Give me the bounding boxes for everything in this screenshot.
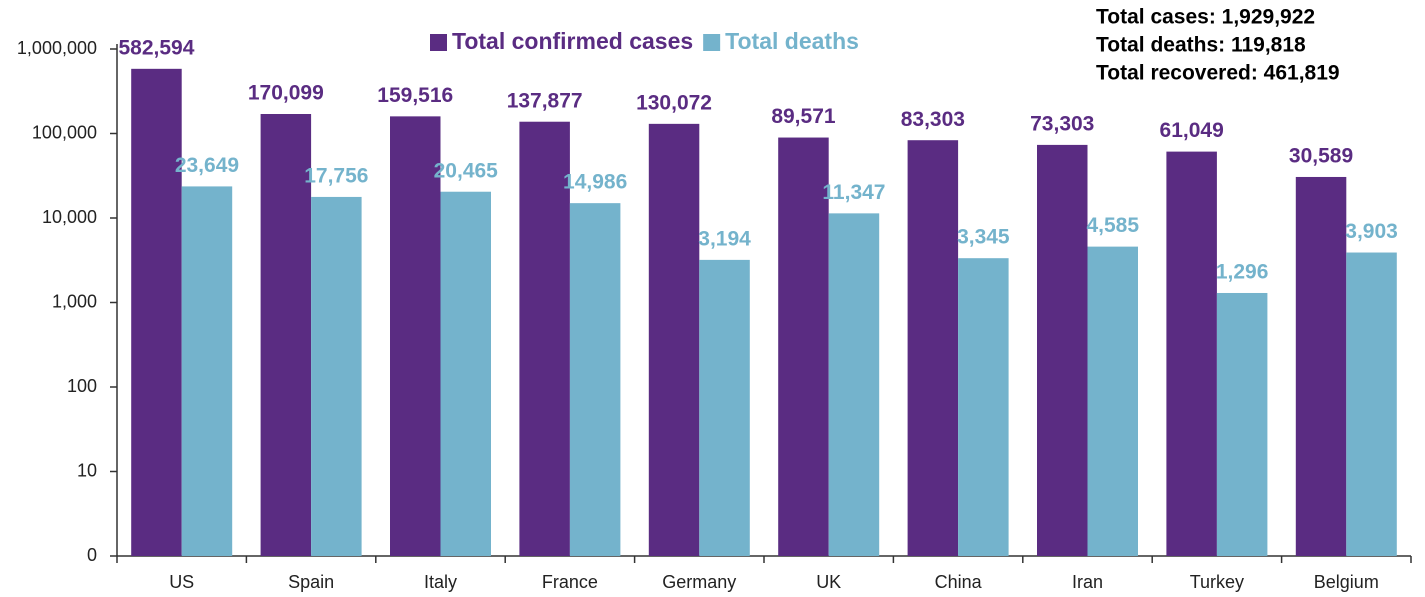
x-tick-label: Italy bbox=[424, 572, 457, 592]
value-label: 3,194 bbox=[698, 227, 751, 250]
x-tick-label: Spain bbox=[288, 572, 334, 592]
bar bbox=[440, 191, 491, 556]
bar bbox=[311, 196, 362, 556]
bar bbox=[131, 68, 182, 556]
x-tick-label: Belgium bbox=[1314, 572, 1379, 592]
value-label: 61,049 bbox=[1160, 119, 1224, 142]
value-label: 170,099 bbox=[248, 82, 324, 105]
value-label: 89,571 bbox=[771, 105, 836, 128]
x-tick-label: Turkey bbox=[1190, 572, 1244, 592]
x-tick-label: US bbox=[169, 572, 194, 592]
bar bbox=[958, 258, 1009, 556]
x-tick-label: Germany bbox=[662, 572, 736, 592]
y-tick-label: 10 bbox=[77, 460, 97, 480]
value-label: 30,589 bbox=[1289, 145, 1353, 168]
value-label: 14,986 bbox=[563, 171, 627, 194]
y-tick-label: 0 bbox=[87, 545, 97, 565]
y-tick-label: 1,000,000 bbox=[17, 38, 97, 58]
bar bbox=[648, 123, 700, 556]
x-tick-label: Iran bbox=[1072, 572, 1103, 592]
bar bbox=[1346, 252, 1397, 556]
x-tick-label: China bbox=[935, 572, 983, 592]
y-tick-label: 10,000 bbox=[42, 207, 97, 227]
legend-swatch bbox=[703, 34, 721, 51]
value-label: 4,585 bbox=[1086, 214, 1139, 237]
bar bbox=[907, 140, 959, 557]
x-tick-label: France bbox=[542, 572, 598, 592]
value-label: 1,296 bbox=[1216, 261, 1269, 284]
legend-label: Total deaths bbox=[725, 28, 859, 54]
bar bbox=[1037, 144, 1088, 556]
y-tick-label: 1,000 bbox=[52, 291, 97, 311]
value-label: 73,303 bbox=[1030, 112, 1094, 135]
bar bbox=[1216, 292, 1268, 556]
annotation: Total recovered: 461,819 bbox=[1096, 62, 1340, 85]
value-label: 3,345 bbox=[957, 226, 1010, 249]
y-tick-label: 100 bbox=[67, 376, 97, 396]
bar bbox=[828, 213, 880, 556]
value-label: 130,072 bbox=[636, 91, 712, 114]
bar bbox=[1295, 176, 1347, 556]
annotation: Total deaths: 119,818 bbox=[1096, 34, 1306, 57]
bar bbox=[569, 203, 621, 557]
value-label: 23,649 bbox=[175, 154, 239, 177]
legend-swatch bbox=[430, 34, 447, 51]
bar bbox=[699, 259, 750, 556]
value-label: 20,465 bbox=[434, 159, 499, 182]
bar bbox=[1166, 151, 1217, 556]
value-label: 582,594 bbox=[118, 36, 194, 59]
annotation: Total cases: 1,929,922 bbox=[1096, 6, 1315, 29]
value-label: 17,756 bbox=[304, 164, 368, 187]
bar bbox=[1087, 246, 1138, 556]
value-label: 137,877 bbox=[507, 89, 583, 112]
bar bbox=[778, 137, 829, 556]
bar bbox=[390, 116, 441, 556]
value-label: 11,347 bbox=[822, 181, 885, 204]
value-label: 3,903 bbox=[1345, 220, 1398, 243]
bar bbox=[260, 114, 312, 556]
legend-label: Total confirmed cases bbox=[452, 28, 693, 54]
value-label: 83,303 bbox=[901, 108, 965, 131]
bar bbox=[181, 186, 233, 556]
y-tick-label: 100,000 bbox=[32, 122, 97, 142]
x-tick-label: UK bbox=[816, 572, 841, 592]
bar bbox=[519, 121, 570, 556]
value-label: 159,516 bbox=[377, 84, 453, 107]
